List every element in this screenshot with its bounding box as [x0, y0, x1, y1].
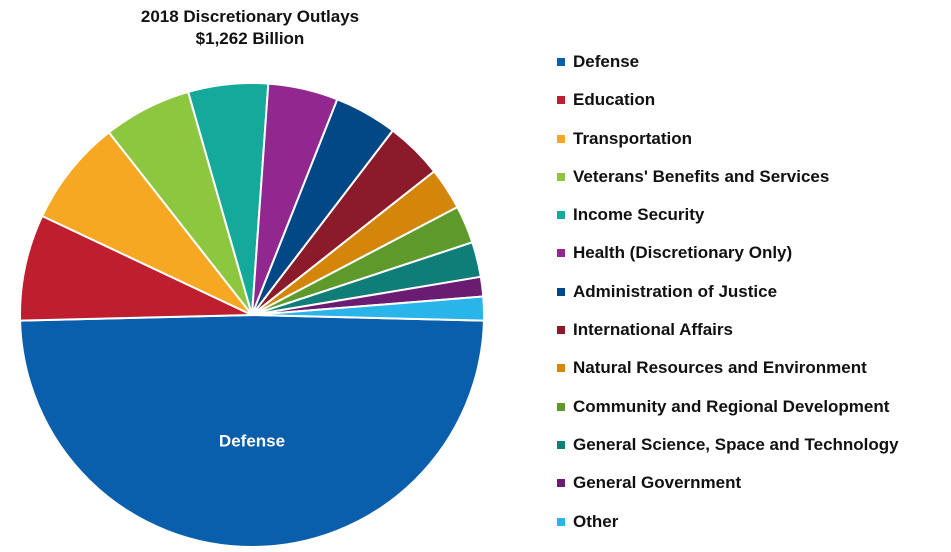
- legend-item-other: Other: [557, 510, 899, 548]
- legend-label: Community and Regional Development: [573, 396, 890, 416]
- legend-swatch: [557, 440, 565, 449]
- chart-title-block: 2018 Discretionary Outlays $1,262 Billio…: [0, 6, 500, 50]
- legend-swatch: [557, 517, 565, 526]
- legend-item-community-and-regional-development: Community and Regional Development: [557, 395, 899, 433]
- legend-item-international-affairs: International Affairs: [557, 318, 899, 356]
- legend-label: Education: [573, 90, 656, 110]
- legend-label: International Affairs: [573, 320, 733, 340]
- legend-swatch: [557, 249, 565, 258]
- pie-slice-defense: [19, 314, 485, 548]
- legend-swatch: [557, 211, 565, 220]
- legend-item-administration-of-justice: Administration of Justice: [557, 280, 899, 318]
- legend-item-veterans-benefits-and-services: Veterans' Benefits and Services: [557, 165, 899, 203]
- legend-label: Veterans' Benefits and Services: [573, 166, 830, 186]
- pie-slice-transportation: [41, 131, 253, 316]
- legend: Defense Education Transportation Veterans' …: [557, 50, 899, 548]
- legend-swatch: [557, 96, 565, 105]
- legend-item-income-security: Income Security: [557, 203, 899, 241]
- legend-item-general-science-space-and-technology: General Science, Space and Technology: [557, 433, 899, 471]
- legend-item-defense: Defense: [557, 50, 899, 88]
- legend-label: General Government: [573, 473, 742, 493]
- legend-swatch: [557, 287, 565, 296]
- legend-swatch: [557, 58, 565, 66]
- chart-title: 2018 Discretionary Outlays: [140, 7, 360, 26]
- pie-slice-labels: Defense: [219, 432, 285, 451]
- legend-label: Other: [573, 511, 619, 531]
- legend-swatch: [557, 402, 565, 411]
- legend-label: Health (Discretionary Only): [573, 243, 793, 263]
- legend-label: Income Security: [573, 205, 705, 225]
- legend-label: Transportation: [573, 128, 693, 148]
- legend-item-education: Education: [557, 88, 899, 126]
- legend-swatch: [557, 326, 565, 335]
- legend-item-natural-resources-and-environment: Natural Resources and Environment: [557, 356, 899, 394]
- chart-subtitle: $1,262 Billion: [195, 29, 305, 48]
- legend-swatch: [557, 364, 565, 373]
- legend-item-transportation: Transportation: [557, 127, 899, 165]
- legend-label: Natural Resources and Environment: [573, 358, 867, 378]
- legend-item-health-discretionary-only: Health (Discretionary Only): [557, 241, 899, 279]
- legend-label: General Science, Space and Technology: [573, 434, 899, 454]
- legend-item-general-government: General Government: [557, 471, 899, 509]
- slice-label-defense: Defense: [219, 432, 285, 451]
- pie-slices: [19, 82, 486, 548]
- pie-slice-other: [251, 295, 486, 322]
- legend-label: Administration of Justice: [573, 281, 778, 301]
- pie-slice-education: [19, 214, 253, 322]
- legend-swatch: [557, 479, 565, 488]
- pie-chart: Defense: [19, 82, 486, 548]
- legend-label: Defense: [573, 52, 640, 71]
- legend-swatch: [557, 172, 565, 181]
- legend-swatch: [557, 134, 565, 143]
